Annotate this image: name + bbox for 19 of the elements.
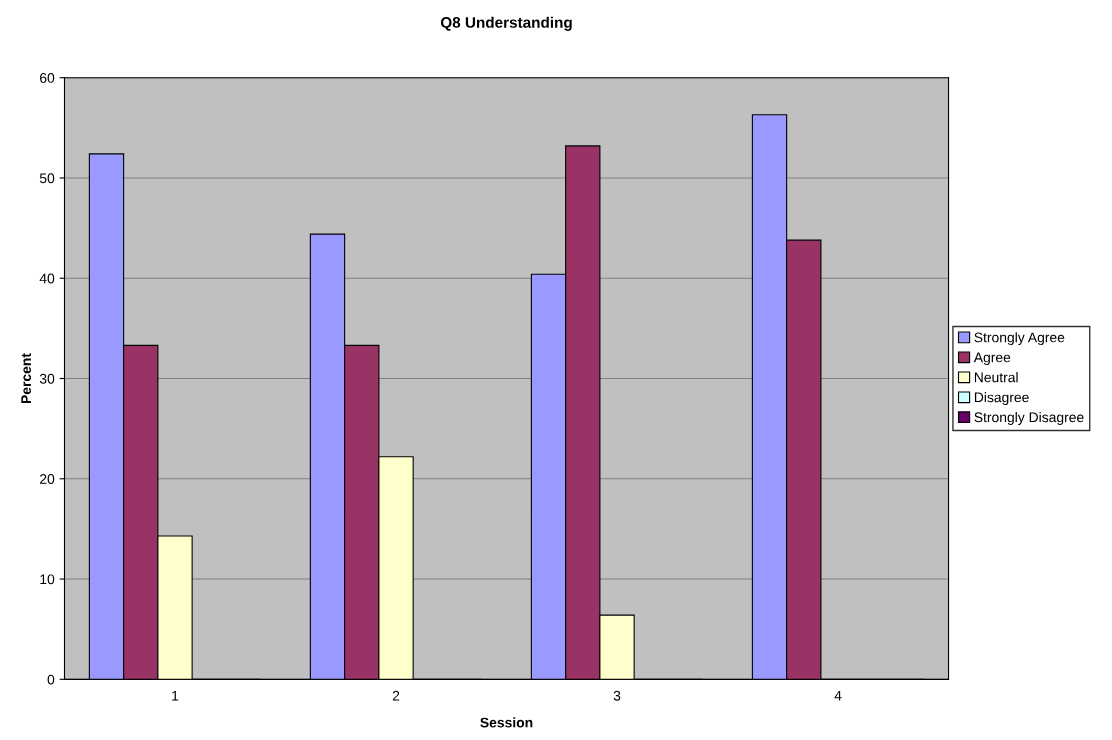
legend-label: Strongly Disagree — [974, 412, 1084, 425]
x-tick-label: 3 — [613, 690, 621, 701]
legend-label: Disagree — [974, 392, 1029, 405]
x-tick-label: 1 — [172, 690, 179, 701]
x-axis-title: Session — [480, 717, 533, 728]
y-axis-title: Percent — [21, 353, 32, 404]
legend-label: Agree — [973, 352, 1011, 366]
legend-label: Neutral — [974, 372, 1018, 383]
y-tick-label: 0 — [47, 674, 55, 685]
y-tick-label: 60 — [40, 73, 55, 83]
y-tick-label: 10 — [40, 574, 55, 585]
y-tick-label: 40 — [39, 273, 55, 284]
x-tick-label: 4 — [834, 690, 842, 701]
x-tick-label: 2 — [392, 690, 400, 701]
chart-title: Q8 Understanding — [440, 16, 572, 31]
y-tick-label: 50 — [39, 173, 55, 184]
y-tick-label: 20 — [40, 474, 55, 484]
y-tick-label: 30 — [39, 373, 55, 384]
legend-label: Strongly Agree — [974, 332, 1065, 346]
